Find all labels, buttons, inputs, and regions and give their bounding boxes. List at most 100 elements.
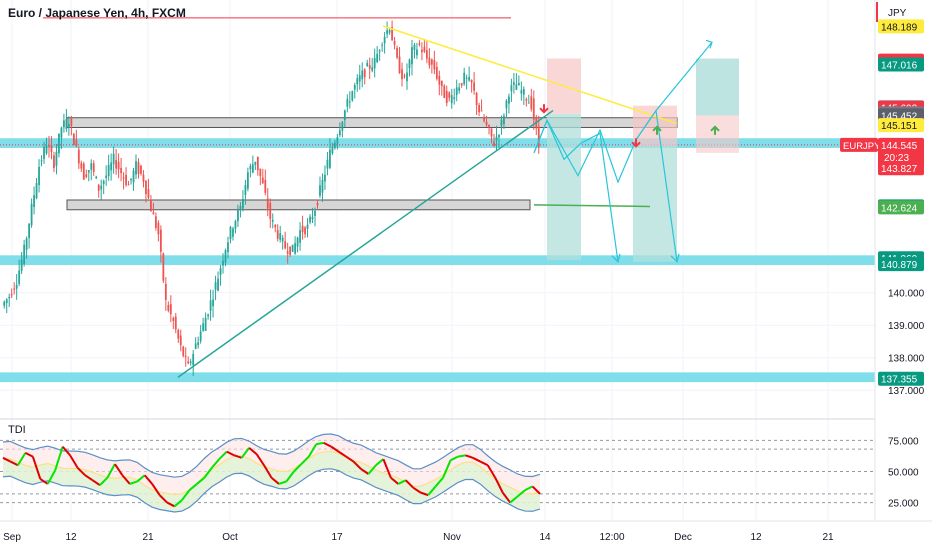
time-tick-label: 12:00	[599, 532, 624, 543]
candle-body	[418, 43, 421, 45]
candle-body	[348, 101, 351, 103]
price-axis[interactable]: 25.000 50.000 75.000 JPY 137.000 138.000 139.0…	[840, 0, 925, 520]
candle-body	[391, 27, 393, 41]
candle-body	[107, 164, 110, 177]
candle-body	[515, 84, 518, 90]
candle-body	[445, 90, 448, 103]
candle-body	[105, 175, 108, 179]
candle-body	[187, 361, 190, 364]
candle-body	[137, 162, 140, 174]
candle-body	[229, 226, 232, 240]
time-axis[interactable]: Sep 12 21 Oct 17 Nov 14 12:00 Dec 12 21	[0, 520, 932, 543]
candle-body	[455, 87, 458, 96]
candle-body	[77, 149, 80, 164]
candle-body	[413, 44, 416, 51]
price-tick-label: 137.000	[888, 386, 925, 397]
candle-body	[48, 145, 50, 147]
candle-body	[324, 174, 326, 182]
candle-body	[403, 75, 406, 77]
candle-body	[159, 229, 162, 252]
tdi-rsi-segment	[91, 479, 101, 487]
candle-body	[127, 184, 130, 186]
candle-body	[500, 119, 503, 126]
candle-body	[100, 185, 103, 190]
candle-body	[341, 122, 344, 131]
tdi-rsi-segment	[233, 454, 242, 459]
candle-body	[194, 343, 197, 349]
price-label: 147.016	[881, 61, 918, 72]
tdi-rsi-segment	[375, 458, 385, 467]
candle-body	[363, 69, 366, 78]
candle-body	[227, 242, 229, 253]
current-price-zone	[0, 138, 875, 148]
candle-body	[508, 96, 510, 104]
time-tick-label: Oct	[222, 532, 238, 543]
tdi-rsi-segment	[278, 480, 287, 485]
tdi-rsi-segment	[240, 447, 250, 459]
current-price-label-bg	[878, 137, 924, 164]
candle-body	[13, 288, 16, 290]
tdi-rsi-segment	[486, 464, 497, 479]
candle-body	[224, 250, 227, 263]
candle-body	[311, 216, 314, 220]
candle-body	[174, 316, 177, 330]
candle-body	[246, 172, 249, 189]
tdi-rsi-segment	[494, 477, 504, 494]
tdi-rsi-segment	[46, 469, 57, 485]
candle-body	[125, 174, 127, 185]
tdi-rsi-segment	[270, 476, 280, 485]
candle-body	[142, 174, 145, 182]
tdi-rsi-segment	[442, 459, 452, 479]
candle-body	[503, 115, 505, 125]
candle-body	[495, 136, 498, 141]
candle-body	[406, 72, 408, 82]
tdi-rsi-segment	[516, 489, 526, 498]
tdi-market-base-line	[2, 450, 541, 496]
candle-body	[219, 268, 222, 275]
horizontal-zones	[0, 117, 875, 383]
candle-body	[520, 90, 523, 94]
tdi-tick-label: 50.000	[888, 468, 919, 479]
candle-body	[120, 167, 122, 173]
candle-body	[440, 80, 443, 87]
candle-body	[110, 162, 113, 171]
arrowhead-down-2	[670, 253, 680, 263]
tdi-rsi-segment	[509, 495, 519, 504]
candle-body	[358, 75, 361, 82]
candle-body	[373, 57, 376, 69]
tdi-rsi-segment	[345, 455, 355, 463]
tdi-rsi-segment	[69, 454, 79, 469]
tdi-rsi-segment	[293, 463, 303, 473]
candle-body	[423, 46, 426, 52]
tdi-rsi-segment	[39, 478, 49, 485]
tdi-rsi-segment	[285, 470, 295, 483]
candle-body	[421, 49, 423, 53]
tdi-rsi-segment	[2, 456, 11, 463]
time-tick-label: 21	[142, 532, 154, 543]
candle-body	[5, 299, 8, 304]
candle-body	[460, 83, 463, 86]
candle-body	[249, 165, 252, 170]
time-tick-label: 12	[65, 532, 77, 543]
candle-body	[333, 142, 336, 148]
candle-body	[147, 189, 150, 198]
candle-body	[15, 284, 18, 289]
price-label: 148.189	[881, 22, 918, 33]
candle-body	[184, 355, 187, 357]
candle-body	[130, 178, 132, 181]
candle-body	[204, 317, 207, 331]
candle-body	[202, 323, 205, 331]
candle-body	[8, 296, 11, 299]
tdi-rsi-segment	[397, 479, 407, 485]
drawing-tools	[43, 17, 720, 378]
candle-body	[448, 92, 451, 98]
candle-body	[214, 282, 217, 290]
tdi-rsi-segment	[412, 486, 422, 494]
arrowhead-up	[705, 39, 713, 49]
candle-body	[411, 47, 413, 65]
candle-body	[172, 317, 175, 321]
buy-arrow-2-head	[710, 125, 720, 132]
candle-body	[401, 69, 403, 80]
candle-body	[209, 300, 212, 311]
